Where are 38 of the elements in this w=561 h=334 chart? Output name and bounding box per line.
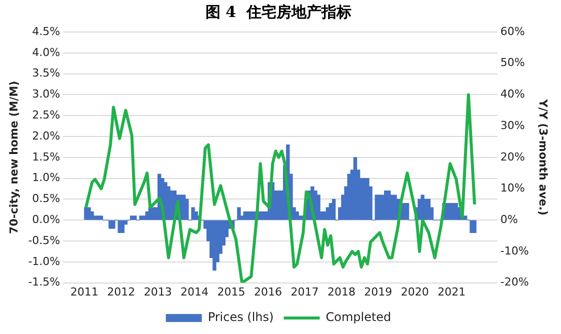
x-tick-label: 2013 <box>144 285 172 298</box>
x-tick-label: 2018 <box>327 285 356 298</box>
y-axis-title: 70-city, new home (M/M) <box>7 80 20 234</box>
legend-label: Prices (lhs) <box>208 310 274 324</box>
y-tick-label: 0.0% <box>32 212 60 226</box>
y2-tick-label: 50% <box>500 56 525 70</box>
y2-tick-label: 20% <box>500 150 525 164</box>
y-tick-label: -1.0% <box>28 254 60 268</box>
y2-tick-label: 40% <box>500 88 525 101</box>
y-tick-label: 4.0% <box>32 46 60 59</box>
y-tick-label: -0.5% <box>28 234 60 247</box>
y-tick-label: 3.0% <box>32 88 60 101</box>
y2-tick-label: -20% <box>500 276 529 289</box>
y2-tick-label: 0% <box>500 212 518 226</box>
y-tick-label: 2.5% <box>32 108 60 122</box>
x-tick-label: 2011 <box>70 285 98 298</box>
y-tick-label: 4.5% <box>32 24 60 38</box>
y2-tick-label: 10% <box>500 182 525 195</box>
chart-title: 图 4 住宅房地产指标 <box>205 2 352 21</box>
y-tick-label: 0.5% <box>32 192 60 206</box>
x-tick-label: 2021 <box>438 285 466 298</box>
legend-label: Completed <box>326 310 392 324</box>
x-tick-label: 2016 <box>254 285 282 298</box>
x-tick-label: 2019 <box>364 285 392 298</box>
x-tick-label: 2012 <box>107 285 136 298</box>
y-tick-label: -1.5% <box>28 276 60 289</box>
y2-tick-label: 30% <box>500 118 525 132</box>
x-tick-label: 2017 <box>290 285 319 298</box>
x-tick-label: 2014 <box>180 285 209 298</box>
y-tick-label: 1.0% <box>32 171 60 184</box>
y2-axis-title: Y/Y (3-month ave.) <box>536 98 550 216</box>
y-tick-label: 3.5% <box>32 66 60 80</box>
y2-tick-label: 60% <box>500 24 525 38</box>
y-tick-label: 2.0% <box>32 129 60 142</box>
x-tick-label: 2020 <box>400 285 429 298</box>
x-tick-label: 2015 <box>217 285 246 298</box>
y2-tick-label: -10% <box>500 244 529 258</box>
y-tick-label: 1.5% <box>32 150 60 164</box>
